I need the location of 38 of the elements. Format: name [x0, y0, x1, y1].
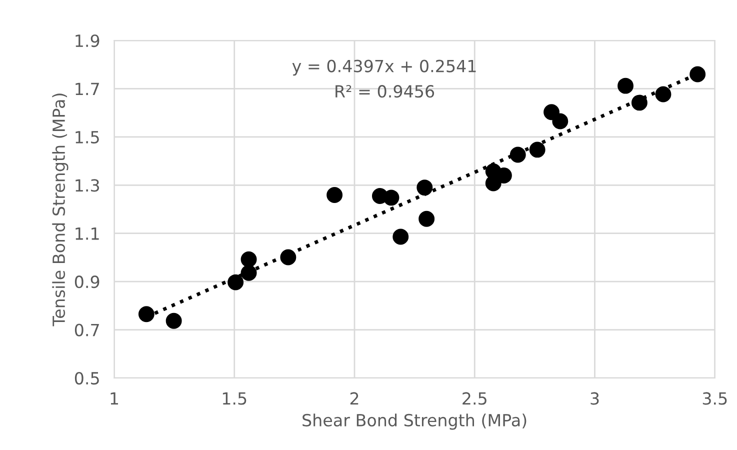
point [544, 104, 560, 120]
x-tick-label: 3.5 [702, 392, 727, 405]
y-tick-label: 0.9 [74, 276, 100, 288]
point [418, 210, 435, 227]
point [529, 142, 546, 158]
y-tick-label: 1.7 [76, 82, 99, 96]
point [510, 146, 526, 163]
y-tick-label: 1.3 [76, 179, 100, 192]
point [280, 249, 296, 266]
point [618, 78, 634, 94]
x-axis-title: Shear Bond Strength (MPa) [302, 414, 526, 430]
point [383, 190, 400, 206]
point [416, 180, 433, 196]
point [228, 274, 244, 290]
annotation: y = 0.4397x + 0.2541 [292, 60, 476, 76]
point [326, 187, 343, 204]
y-tick-label: 0.5 [74, 372, 99, 385]
x-tick-label: 2.5 [462, 392, 486, 405]
x-tick-label: 1 [110, 392, 118, 405]
point [690, 66, 706, 82]
x-tick-label: 3 [590, 392, 599, 405]
y-tick-label: 1.1 [76, 228, 99, 240]
point [240, 251, 257, 268]
point [552, 113, 568, 130]
y-tick-label: 1.9 [76, 34, 100, 48]
y-tick-label: 0.7 [74, 324, 99, 336]
point [392, 228, 409, 245]
x-tick-label: 1.5 [222, 392, 246, 405]
point [166, 312, 182, 329]
point [655, 86, 672, 102]
point [138, 306, 154, 322]
y-tick-label: 1.5 [76, 131, 99, 144]
point [631, 94, 648, 111]
point [240, 264, 257, 281]
annotation: R² = 0.9456 [336, 85, 434, 98]
x-tick-label: 2 [350, 392, 358, 405]
point [485, 175, 502, 192]
y-axis-title: Tensile Bond Strength (MPa) [52, 94, 68, 326]
